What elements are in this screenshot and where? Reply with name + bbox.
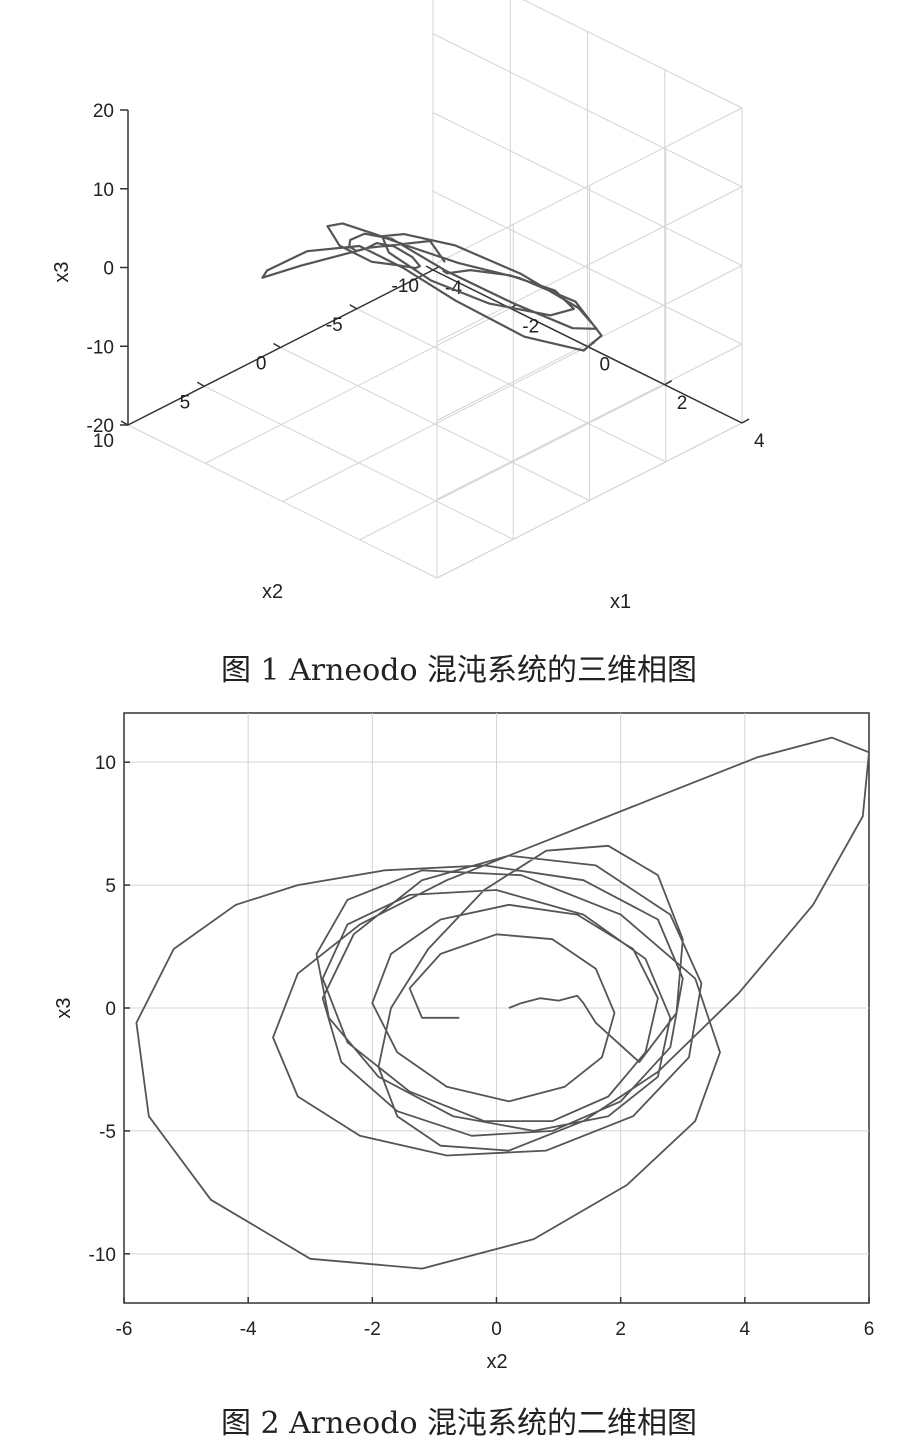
grid-line: [356, 308, 666, 463]
grid-line: [436, 265, 743, 421]
chart-2d-phase-portrait: -6 -4 -2 0 2 4 6 -10 -5 0 5 10 x2 x3: [53, 712, 875, 1373]
tick-labels-2d: -6 -4 -2 0 2 4 6 -10 -5 0 5 10: [89, 753, 875, 1340]
grid-3d: [120, 0, 750, 579]
tick-label-x2: 10: [93, 431, 114, 452]
tick-mark: [273, 342, 281, 349]
tick-label-x2: 0: [256, 354, 267, 375]
tick-mark: [664, 380, 673, 386]
grid-line: [522, 0, 743, 109]
tick-label-x2: 5: [180, 392, 191, 413]
tick-mark: [425, 265, 434, 271]
tick-label-y: 10: [95, 753, 116, 774]
tick-mark: [196, 381, 205, 387]
tick-label-x1: 4: [754, 431, 765, 452]
tick-label-y: -5: [99, 1122, 116, 1143]
axis-label-x1: x1: [610, 591, 631, 613]
grid-line: [280, 347, 590, 501]
tick-label-x1: 2: [677, 393, 688, 414]
axis-label-x2: x2: [486, 1351, 507, 1373]
axis-label-x3: x3: [51, 261, 73, 282]
grid-line: [436, 186, 743, 343]
grid-line: [436, 343, 743, 500]
tick-label-x2: -10: [392, 276, 419, 297]
axis-label-x2: x2: [262, 581, 283, 603]
trajectory-2d: [135, 736, 870, 1270]
grid-line: [436, 107, 743, 264]
tick-label-x3: -20: [87, 416, 114, 437]
grid-line: [432, 190, 743, 345]
tick-mark: [741, 418, 750, 424]
grid-2d: [123, 713, 870, 1303]
figure-1-caption: 图 1 Arneodo 混沌系统的三维相图: [220, 653, 698, 688]
tick-label-y: -10: [89, 1245, 116, 1266]
tick-label-x: 6: [864, 1319, 875, 1340]
tick-mark: [120, 420, 129, 426]
tick-label-x: 2: [615, 1319, 626, 1340]
tick-label-x: 0: [491, 1319, 502, 1340]
axis-label-x3: x3: [53, 997, 75, 1018]
tick-label-x3: 0: [103, 259, 114, 280]
tick-label-x3: -10: [87, 337, 114, 358]
tick-label-x: -2: [364, 1319, 381, 1340]
tick-label-y: 5: [105, 876, 116, 897]
tick-label-x: -6: [116, 1319, 133, 1340]
tick-label-y: 0: [105, 999, 116, 1020]
trajectory-line: [261, 222, 603, 352]
grid-line: [432, 33, 743, 188]
trajectory-3d: [261, 222, 603, 352]
grid-line: [432, 112, 743, 266]
tick-label-x: -4: [240, 1319, 257, 1340]
tick-label-x2: -5: [326, 315, 343, 336]
figure-2-caption: 图 2 Arneodo 混沌系统的二维相图: [220, 1406, 698, 1441]
tick-label-x3: 20: [93, 101, 114, 122]
tick-label-x1: 0: [600, 355, 611, 376]
tick-label-x: 4: [740, 1319, 751, 1340]
grid-line: [127, 424, 438, 579]
tick-mark: [349, 304, 358, 310]
tick-label-x1: -2: [522, 316, 539, 337]
trajectory-line: [135, 736, 870, 1270]
grid-line: [204, 385, 514, 540]
tick-label-x3: 10: [93, 180, 114, 201]
